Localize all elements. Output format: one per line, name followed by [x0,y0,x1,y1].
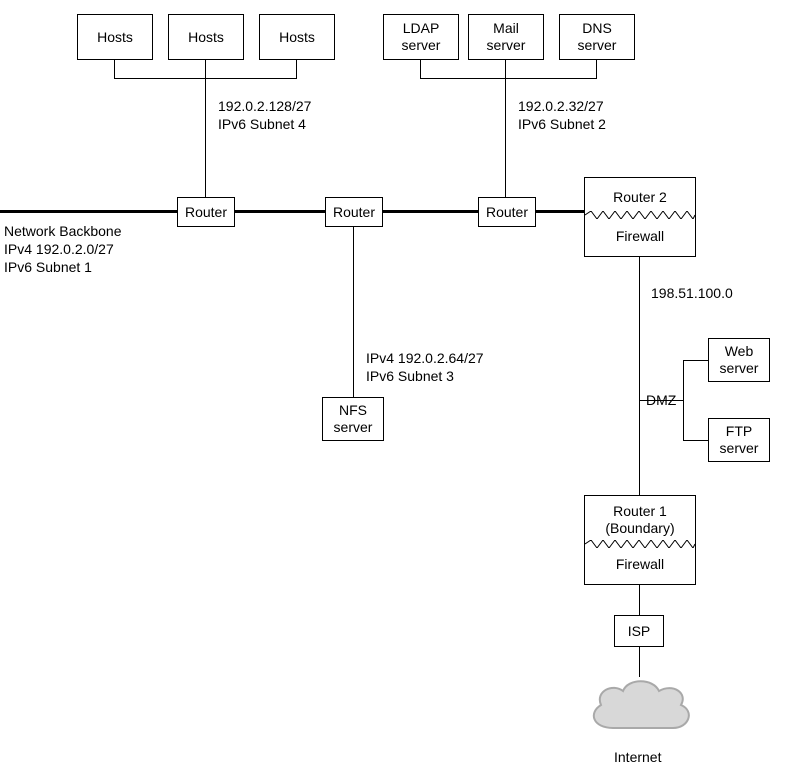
zigzag-divider [585,211,695,219]
firewall-label: Firewall [585,216,695,256]
backbone-line [536,210,584,213]
conn-line [639,257,640,495]
backbone-ipv4: IPv4 192.0.2.0/27 [4,240,114,258]
conn-line [505,78,506,197]
conn-line [420,60,421,78]
backbone-ipv6: IPv6 Subnet 1 [4,258,92,276]
conn-line [596,60,597,78]
conn-line [683,360,684,441]
conn-line [683,440,708,441]
conn-line [205,60,206,78]
ldap-server-box: LDAP server [383,14,459,60]
conn-line [296,60,297,78]
router1-label: Router 1 (Boundary) [585,496,695,544]
router-mid: Router [325,197,383,227]
conn-line [114,60,115,78]
hosts-box-3: Hosts [259,14,335,60]
internet-cloud-icon [583,673,699,743]
backbone-title: Network Backbone [4,222,122,240]
mail-server-box: Mail server [468,14,544,60]
subnet2-ip-label: 192.0.2.32/27 [518,97,604,115]
conn-line [639,585,640,615]
internet-label: Internet [614,748,661,766]
zigzag-divider [585,540,695,548]
backbone-line [235,210,325,213]
isp-box: ISP [614,615,664,647]
dmz-ip-label: 198.51.100.0 [651,284,733,302]
backbone-line [0,210,177,213]
subnet3-name-label: IPv6 Subnet 3 [366,367,454,385]
dns-server-box: DNS server [559,14,635,60]
router-left: Router [177,197,235,227]
hosts-box-1: Hosts [77,14,153,60]
subnet2-name-label: IPv6 Subnet 2 [518,115,606,133]
conn-line [505,60,506,78]
bus-line [420,78,597,79]
nfs-server-box: NFS server [322,397,384,441]
conn-line [353,227,354,397]
conn-line [639,400,683,401]
hosts-box-2: Hosts [168,14,244,60]
subnet4-ip-label: 192.0.2.128/27 [218,97,311,115]
subnet4-name-label: IPv6 Subnet 4 [218,115,306,133]
backbone-line [383,210,478,213]
conn-line [683,360,708,361]
web-server-box: Web server [708,338,770,382]
subnet3-ip-label: IPv4 192.0.2.64/27 [366,349,484,367]
router-right: Router [478,197,536,227]
ftp-server-box: FTP server [708,418,770,462]
firewall-label: Firewall [585,544,695,584]
conn-line [205,78,206,197]
